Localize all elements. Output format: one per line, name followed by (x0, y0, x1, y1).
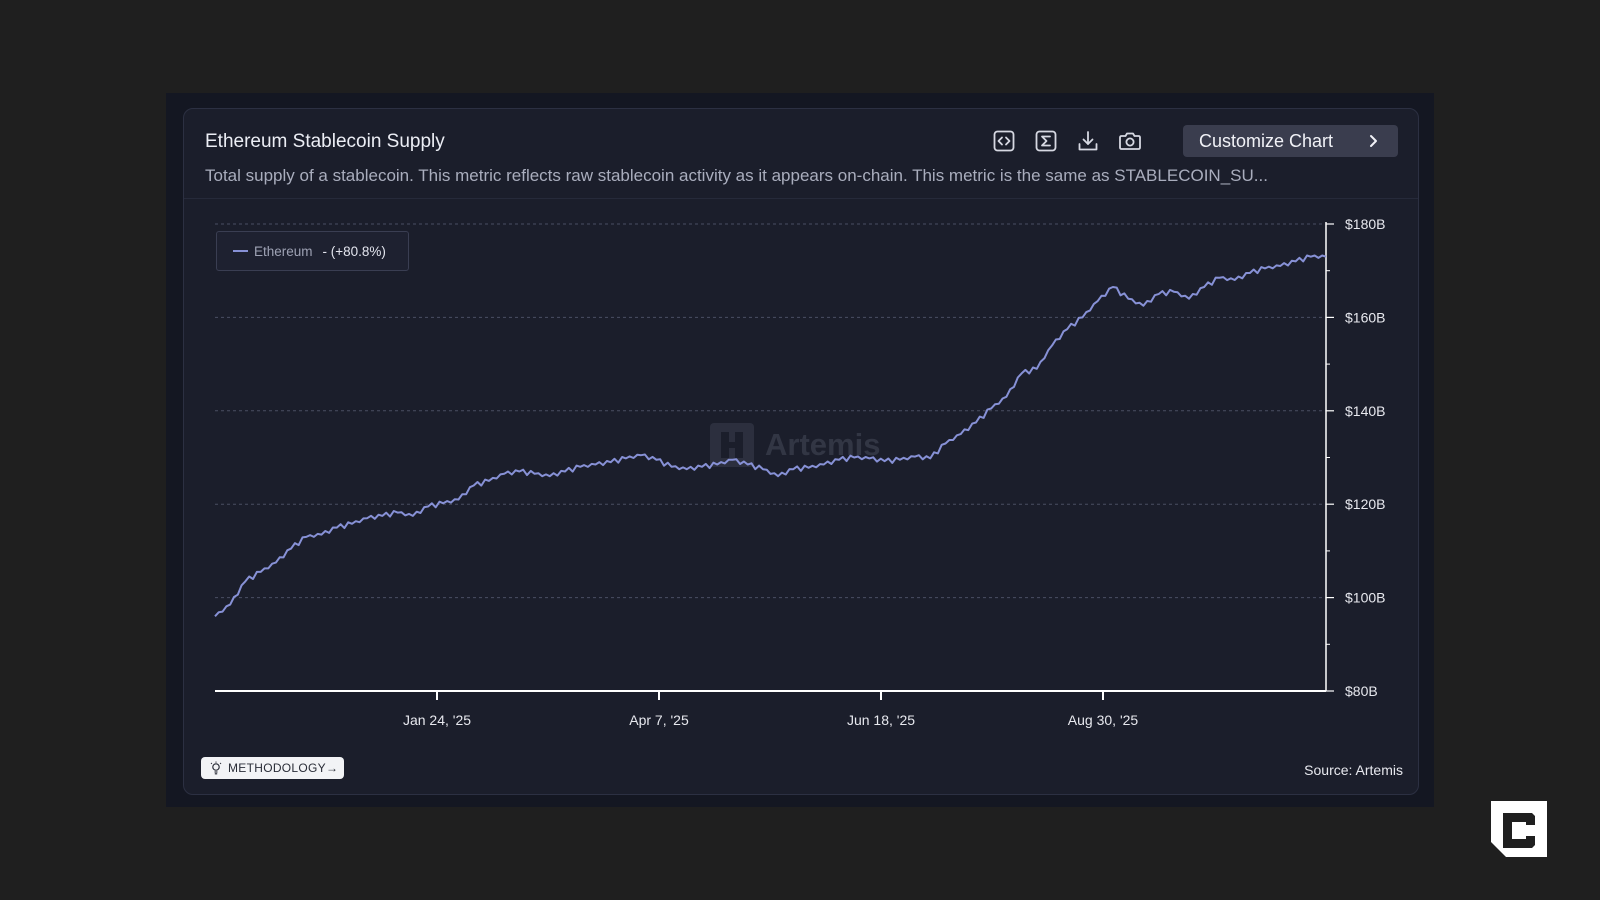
lightbulb-icon (210, 761, 222, 775)
customize-chart-label: Customize Chart (1199, 130, 1334, 151)
embed-code-icon[interactable] (991, 128, 1017, 154)
line-chart: $80B $100B $120B $140B $160B $180B Jan 24, '25… (214, 216, 1386, 728)
legend-swatch (233, 250, 248, 252)
axes (215, 222, 1334, 700)
y-tick-label: $80B (1345, 683, 1378, 699)
artemis-logo-icon (710, 423, 754, 467)
methodology-button[interactable]: METHODOLOGY→ (201, 757, 345, 779)
header-divider (184, 198, 1418, 199)
y-tick-label: $160B (1345, 309, 1385, 325)
x-tick-label: Apr 7, '25 (629, 712, 689, 728)
x-tick-label: Jan 24, '25 (403, 712, 471, 728)
chevron-right-icon (1364, 132, 1382, 155)
customize-chart-button[interactable]: Customize Chart (1183, 125, 1398, 157)
brand-logo-icon (1491, 801, 1547, 857)
chart-legend[interactable]: Ethereum - (+80.8%) (216, 231, 409, 271)
x-tick-label: Aug 30, '25 (1068, 712, 1139, 728)
tick-labels: $80B $100B $120B $140B $160B $180B Jan 24, '25… (403, 216, 1386, 728)
x-tick-label: Jun 18, '25 (847, 712, 915, 728)
y-tick-label: $180B (1345, 216, 1385, 232)
source-label: Source: Artemis (1304, 762, 1403, 778)
download-icon[interactable] (1075, 128, 1101, 154)
watermark-text: Artemis (765, 427, 881, 462)
series-layer (214, 254, 1327, 617)
y-tick-label: $120B (1345, 496, 1385, 512)
methodology-label: METHODOLOGY→ (228, 761, 339, 775)
chart-title: Ethereum Stablecoin Supply (205, 131, 445, 152)
legend-series-change: - (+80.8%) (322, 243, 386, 259)
chart-card: Ethereum Stablecoin Supply Customize Cha… (183, 108, 1419, 795)
y-tick-label: $140B (1345, 403, 1385, 419)
legend-series-name: Ethereum (254, 243, 313, 259)
artemis-watermark: Artemis (709, 422, 880, 468)
series-line-ethereum[interactable] (214, 254, 1327, 617)
y-tick-label: $100B (1345, 590, 1385, 606)
camera-icon[interactable] (1117, 128, 1143, 154)
sigma-icon[interactable] (1033, 128, 1059, 154)
grid-lines (215, 223, 1326, 599)
